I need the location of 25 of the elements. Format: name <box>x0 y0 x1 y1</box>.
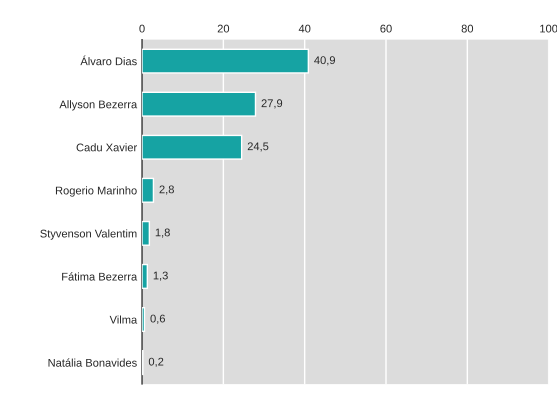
y-tick-label: Álvaro Dias <box>80 56 137 66</box>
y-tick-label: Cadu Xavier <box>76 143 137 152</box>
data-label: 24,5 <box>248 142 268 152</box>
y-tick-label: Natália Bonavides <box>48 358 137 367</box>
data-label: 1,8 <box>156 228 170 238</box>
data-label: 27,9 <box>262 99 282 108</box>
y-tick-label: Fátima Bezerra <box>62 272 138 281</box>
y-tick-label: Allyson Bezerra <box>59 100 138 111</box>
x-tick-label: 20 <box>218 24 230 33</box>
bar <box>142 178 154 203</box>
x-tick-label: 100 <box>540 24 557 33</box>
x-tick-label: 60 <box>380 24 392 33</box>
data-label: 0,2 <box>148 358 164 367</box>
x-tick-label: 0 <box>139 24 145 33</box>
data-label: 40,9 <box>314 56 335 66</box>
data-label: 0,6 <box>150 314 165 324</box>
bar <box>142 220 150 246</box>
y-tick-label: Vilma <box>110 315 138 324</box>
bar <box>142 264 148 289</box>
y-tick-label: Styvenson Valentim <box>40 229 136 240</box>
data-label: 1,3 <box>154 272 168 281</box>
x-tick-label: 80 <box>462 24 474 33</box>
data-label: 2,8 <box>160 185 174 195</box>
x-tick-label: 40 <box>298 24 310 33</box>
y-tick-label: Rogerio Marinho <box>56 186 137 197</box>
